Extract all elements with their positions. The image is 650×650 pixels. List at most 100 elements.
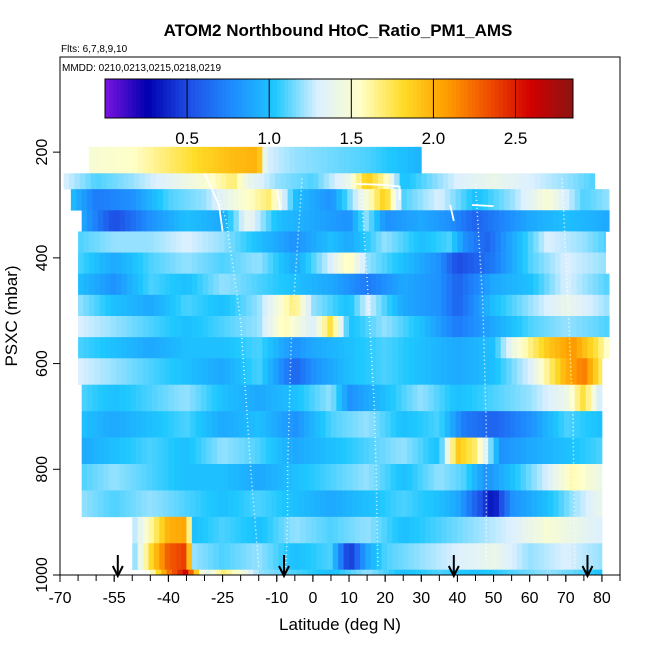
- heatmap-cell-r9: [549, 337, 556, 359]
- heatmap-cell-r14: [211, 464, 218, 491]
- heatmap-cell-r8: [549, 316, 556, 338]
- heatmap-cell-r2: [390, 189, 397, 211]
- heatmap-cell-r5: [240, 252, 247, 275]
- heatmap-cell-r1: [106, 173, 113, 190]
- heatmap-cell-r10: [452, 358, 458, 386]
- heatmap-cell-r17: [468, 543, 475, 571]
- heatmap-cell-r0: [235, 146, 242, 174]
- heatmap-cell-r8: [321, 316, 328, 338]
- heatmap-cell-r3: [168, 210, 175, 232]
- heatmap-cell-r3: [477, 210, 484, 232]
- heatmap-cell-r17: [473, 543, 480, 571]
- heatmap-cell-r2: [108, 189, 115, 211]
- heatmap-cell-r8: [365, 316, 372, 338]
- colorbar-segment: [428, 79, 434, 118]
- heatmap-cell-r12: [228, 411, 234, 438]
- heatmap-cell-r4: [403, 231, 410, 253]
- heatmap-cell-r4: [94, 231, 101, 253]
- heatmap-cell-r14: [461, 464, 467, 491]
- heatmap-cell-r9: [376, 337, 382, 359]
- heatmap-cell-r5: [251, 252, 258, 275]
- heatmap-cell-r2: [352, 189, 359, 211]
- heatmap-cell-r1: [182, 173, 189, 190]
- colorbar-segment: [530, 79, 535, 118]
- heatmap-cell-r8: [116, 316, 122, 338]
- heatmap-cell-r2: [238, 189, 245, 211]
- heatmap-cell-r1: [323, 173, 330, 190]
- heatmap-cell-r7: [533, 294, 540, 317]
- heatmap-cell-r11: [374, 384, 381, 412]
- heatmap-cell-r16: [506, 516, 513, 544]
- heatmap-cell-r13: [314, 437, 321, 465]
- heatmap-cell-r2: [363, 189, 370, 211]
- colorbar-segment: [225, 79, 231, 118]
- heatmap-cell-r13: [184, 437, 191, 465]
- heatmap-cell-r15: [412, 490, 419, 518]
- heatmap-cell-r10: [311, 358, 317, 386]
- heatmap-cell-r1: [556, 173, 563, 190]
- heatmap-cell-r13: [119, 437, 126, 465]
- heatmap-cell-r11: [585, 384, 592, 412]
- heatmap-cell-r6: [381, 273, 388, 296]
- heatmap-cell-r8: [311, 316, 317, 338]
- heatmap-cell-r7: [446, 294, 453, 317]
- heatmap-cell-r10: [321, 358, 328, 386]
- heatmap-cell-r8: [533, 316, 540, 338]
- heatmap-cell-r1: [470, 173, 476, 190]
- heatmap-cell-r2: [87, 189, 93, 211]
- heatmap-cell-r0: [246, 146, 252, 174]
- heatmap-cell-r14: [580, 464, 587, 491]
- heatmap-cell-r15: [536, 490, 543, 518]
- heatmap-cell-r10: [549, 358, 556, 386]
- heatmap-cell-r14: [504, 464, 511, 491]
- heatmap-cell-r0: [256, 146, 263, 174]
- colorbar-segment: [448, 79, 453, 118]
- heatmap-cell-r12: [466, 411, 473, 438]
- heatmap-cell-r11: [390, 384, 397, 412]
- heatmap-cell-r14: [135, 464, 142, 491]
- heatmap-cell-r6: [78, 273, 84, 296]
- heatmap-cell-r9: [392, 337, 399, 359]
- heatmap-cell-r2: [271, 189, 278, 211]
- heatmap-cell-r11: [103, 384, 110, 412]
- heatmap-cell-r15: [564, 490, 570, 518]
- heatmap-cell-r3: [515, 210, 522, 232]
- heatmap-cell-r16: [256, 516, 263, 544]
- heatmap-cell-r2: [309, 189, 316, 211]
- heatmap-cell-r1: [123, 173, 130, 190]
- heatmap-cell-r9: [332, 337, 339, 359]
- heatmap-cell-r0: [143, 146, 149, 174]
- heatmap-cell-r3: [455, 210, 462, 232]
- heatmap-cell-r7: [99, 294, 106, 317]
- heatmap-cell-r10: [332, 358, 339, 386]
- heatmap-cell-r6: [332, 273, 339, 296]
- heatmap-cell-r12: [526, 411, 532, 438]
- heatmap-cell-r17: [289, 543, 296, 571]
- heatmap-cell-r2: [488, 189, 494, 211]
- heatmap-cell-r10: [511, 358, 518, 386]
- heatmap-cell-r5: [533, 252, 540, 275]
- heatmap-cell-r16: [376, 516, 382, 544]
- heatmap-cell-r5: [143, 252, 149, 275]
- colorbar-segment: [307, 79, 313, 118]
- heatmap-cell-r11: [314, 384, 321, 412]
- heatmap-cell-r18: [264, 569, 270, 576]
- heatmap-cell-r6: [99, 273, 106, 296]
- heatmap-cell-r15: [135, 490, 142, 518]
- heatmap-cell-r1: [432, 173, 438, 190]
- colorbar-segment: [456, 79, 461, 118]
- heatmap-cell-r10: [273, 358, 279, 386]
- heatmap-cell-r18: [269, 569, 276, 576]
- heatmap-cell-r6: [202, 273, 209, 296]
- heatmap-cell-r11: [536, 384, 543, 412]
- heatmap-cell-r7: [94, 294, 101, 317]
- heatmap-cell-r11: [466, 384, 473, 412]
- heatmap-cell-r16: [479, 516, 485, 544]
- heatmap-cell-r9: [235, 337, 242, 359]
- heatmap-cell-r0: [273, 146, 279, 174]
- heatmap-cell-r3: [282, 210, 289, 232]
- heatmap-cell-r8: [571, 316, 578, 338]
- heatmap-cell-r3: [341, 210, 348, 232]
- heatmap-cell-r16: [175, 516, 182, 544]
- heatmap-cell-r0: [99, 146, 106, 174]
